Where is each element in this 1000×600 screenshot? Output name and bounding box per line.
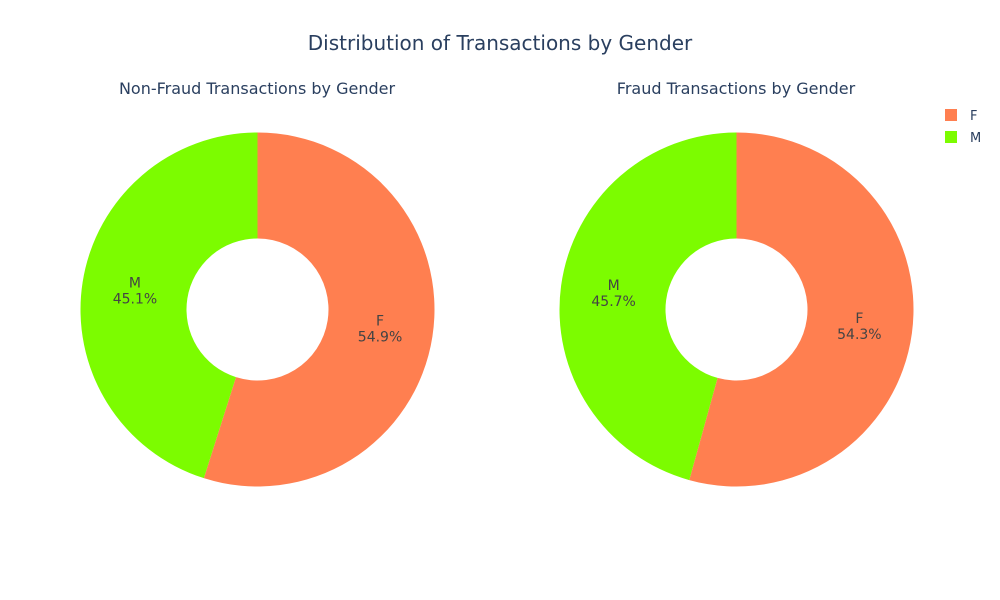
legend: F M [945, 109, 981, 146]
slice-percent: 45.1% [113, 291, 157, 307]
legend-label-f: F [970, 109, 977, 124]
pie-slice-label-f: F 54.3% [837, 311, 881, 343]
slice-category: M [608, 278, 620, 294]
pie-non-fraud-slices [80, 132, 435, 487]
legend-item-f[interactable]: F [945, 109, 977, 124]
pie-non-fraud-title: Non-Fraud Transactions by Gender [119, 79, 396, 98]
pie-slice-label-m: M 45.7% [591, 278, 635, 310]
pie-fraud-title: Fraud Transactions by Gender [617, 79, 856, 98]
slice-percent: 54.9% [358, 330, 402, 346]
legend-label-m: M [970, 131, 981, 146]
legend-swatch-m [945, 131, 957, 143]
pie-non-fraud: Non-Fraud Transactions by Gender F 54.9% M… [80, 79, 435, 487]
pie-slice-m[interactable] [559, 132, 737, 481]
legend-swatch-f [945, 109, 957, 121]
pie-slice-m[interactable] [80, 132, 258, 479]
slice-percent: 45.7% [591, 294, 635, 310]
slice-category: M [129, 275, 141, 291]
pie-fraud-labels: F 54.3% M 45.7% [591, 278, 881, 343]
slice-category: F [855, 311, 863, 327]
chart-title: Distribution of Transactions by Gender [308, 31, 693, 55]
slice-category: F [376, 314, 384, 330]
pie-non-fraud-labels: F 54.9% M 45.1% [113, 275, 403, 345]
pie-fraud-slices [559, 132, 914, 487]
pie-slice-label-f: F 54.9% [358, 314, 402, 346]
pie-slice-f[interactable] [689, 132, 914, 487]
pie-fraud: Fraud Transactions by Gender F 54.3% M 45.7… [559, 79, 914, 487]
slice-percent: 54.3% [837, 327, 881, 343]
legend-item-m[interactable]: M [945, 131, 981, 146]
pie-slice-label-m: M 45.1% [113, 275, 157, 307]
pie-slice-f[interactable] [203, 132, 435, 487]
